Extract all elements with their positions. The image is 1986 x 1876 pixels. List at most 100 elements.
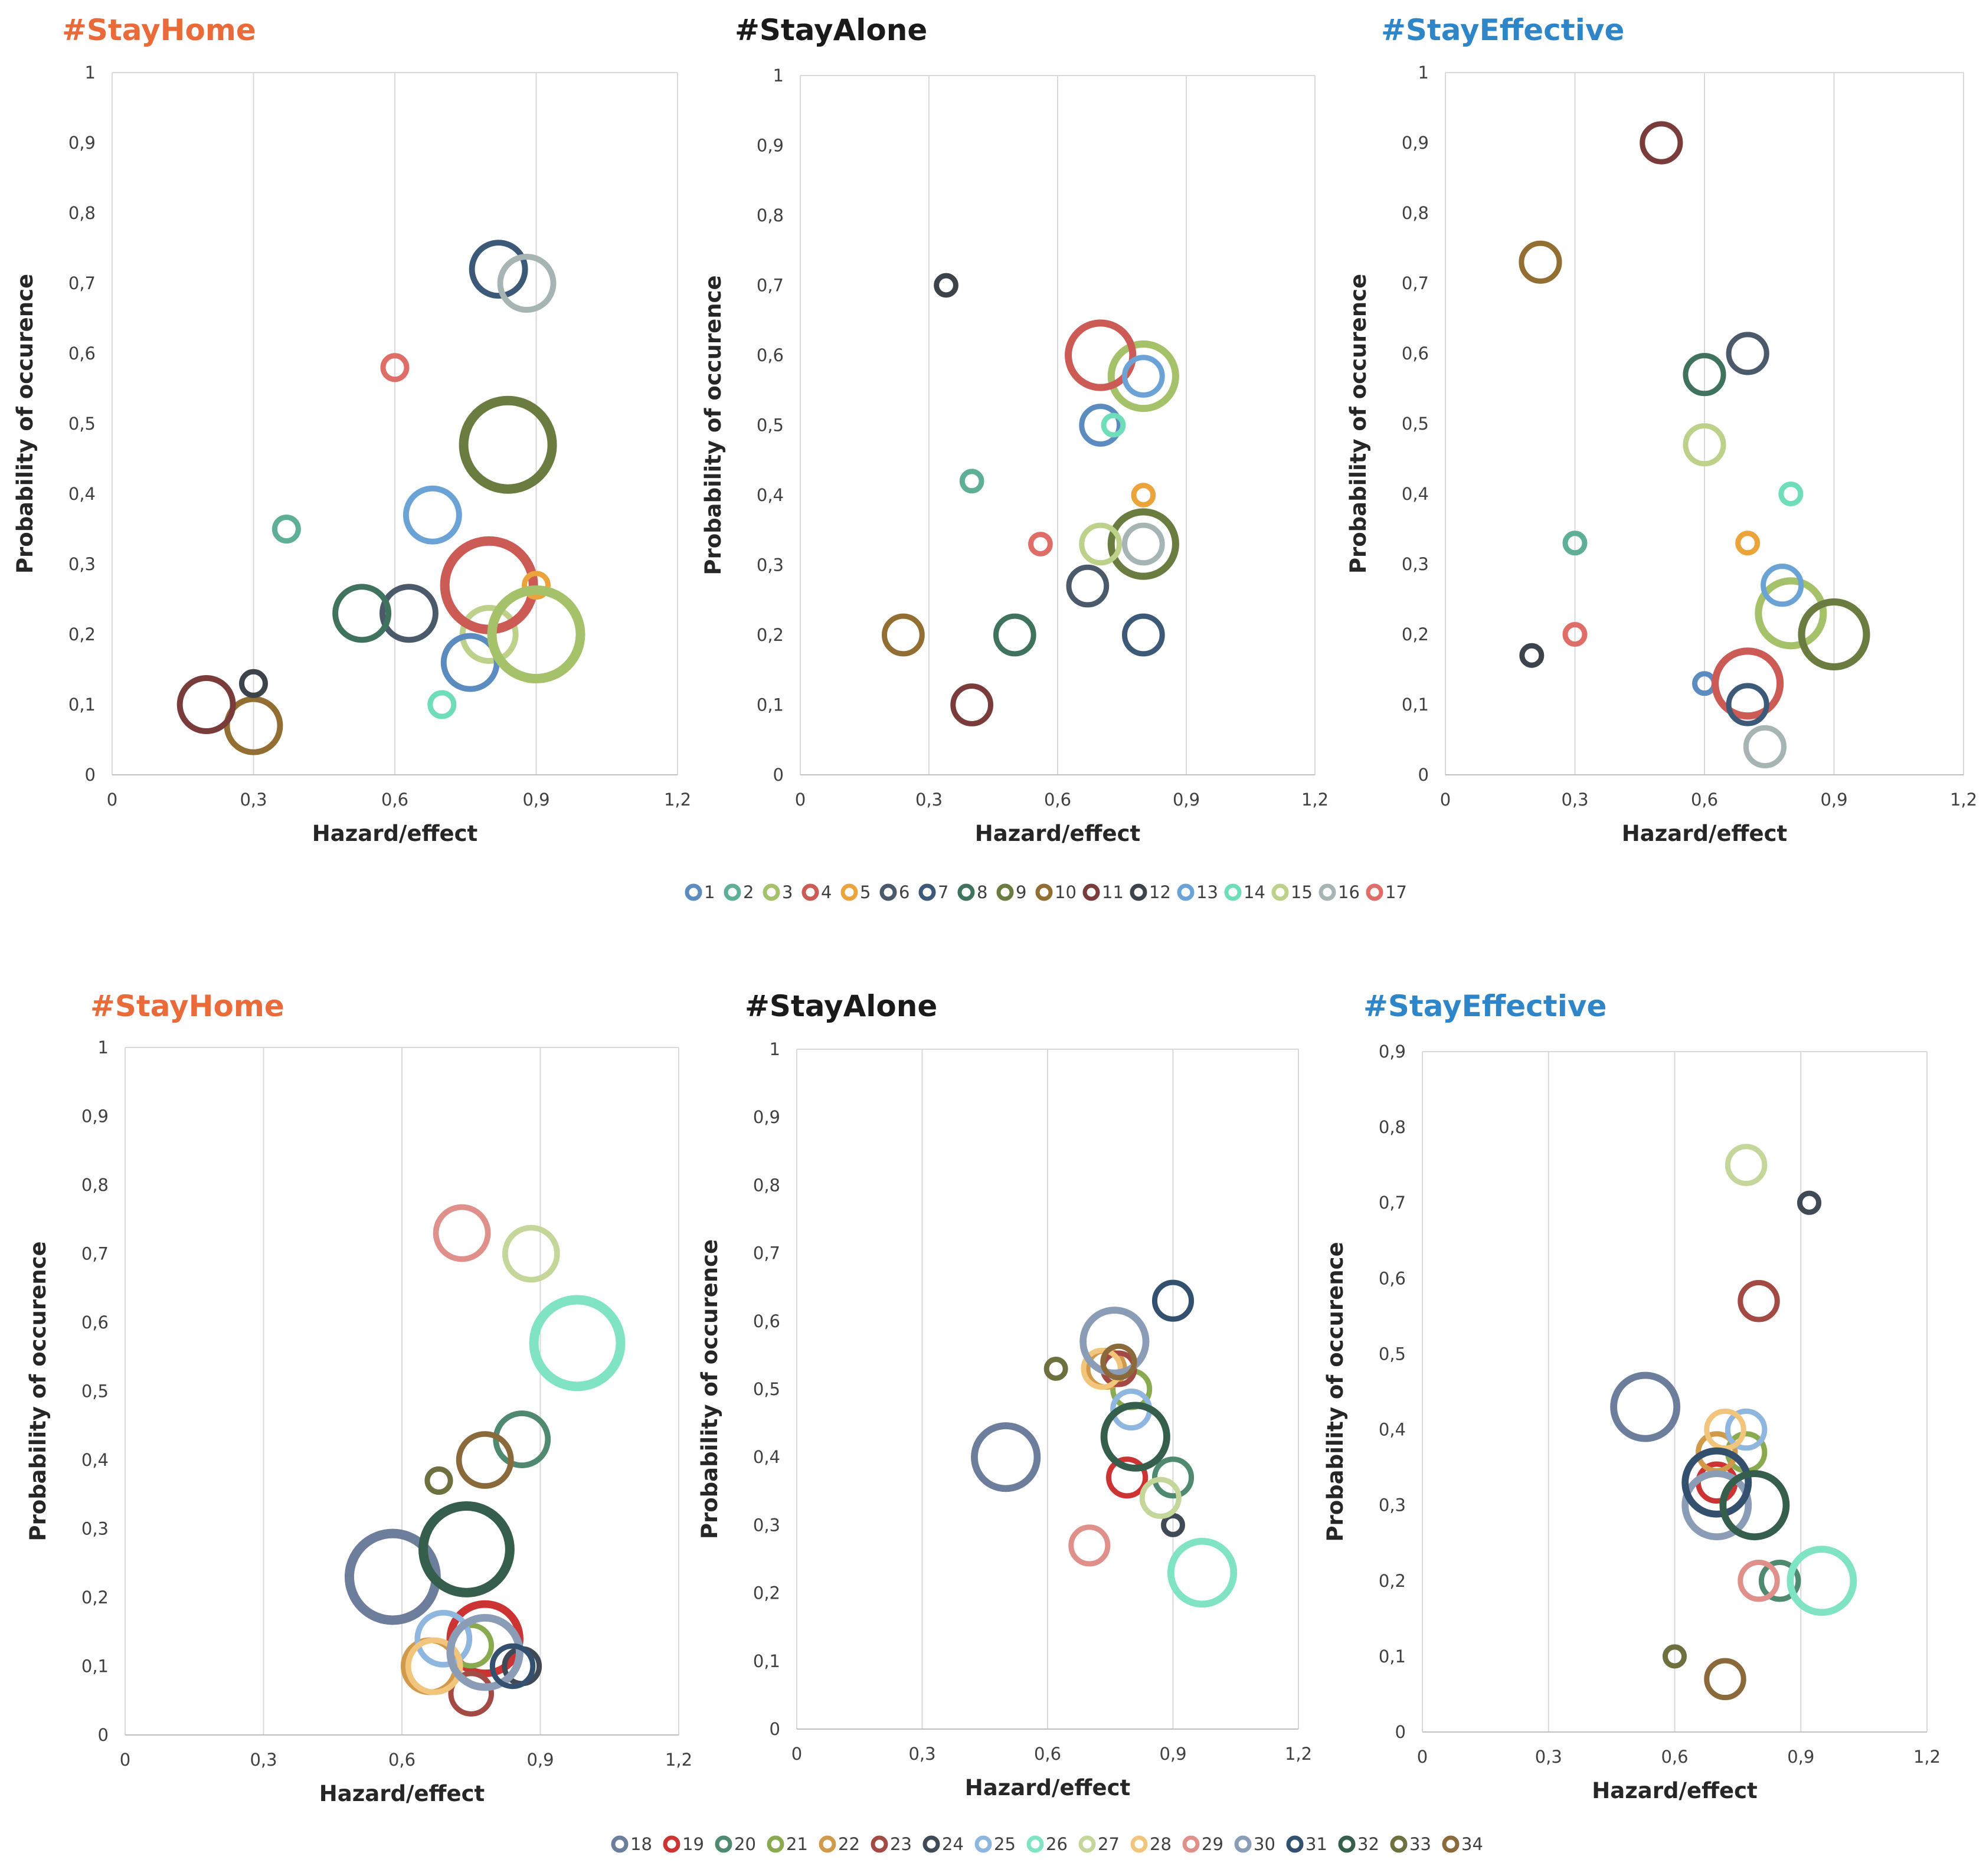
y-tick-label: 0,3 [753, 1515, 780, 1535]
bubble-32 [1100, 1402, 1170, 1472]
legend-marker-23 [871, 1835, 888, 1853]
y-tick-label: 0,3 [81, 1519, 109, 1539]
y-tick-label: 0,1 [81, 1656, 109, 1677]
bubble-26 [1787, 1546, 1857, 1616]
legend-marker-31 [1286, 1835, 1304, 1853]
legend-label-24: 24 [942, 1834, 964, 1854]
chart-1: #StayHome 0 0,3 0,6 0,9 1,2 0 0,1 0,2 0,3 0,4 0,5 0,… [12, 13, 691, 846]
y-tick-label: 0,5 [1402, 414, 1429, 434]
bubble-13 [1121, 355, 1165, 398]
bubble-5 [1131, 483, 1156, 508]
y-tick-label: 0,3 [1402, 554, 1429, 574]
bubble-14 [1778, 482, 1804, 506]
legend-marker-6 [879, 883, 897, 901]
legend-label-25: 25 [994, 1834, 1016, 1854]
legend-marker-11 [1082, 883, 1100, 901]
legend-label-2: 2 [743, 882, 754, 902]
x-tick-label: 0,6 [1691, 790, 1718, 810]
y-tick-label: 0,4 [753, 1447, 780, 1467]
y-axis-label: Probability of occurence [12, 274, 38, 574]
bubble-8 [993, 613, 1036, 657]
x-tick-label: 0 [791, 1744, 802, 1764]
bubble-2 [1562, 531, 1588, 556]
legend-label-30: 30 [1254, 1834, 1275, 1854]
bubble-18 [971, 1422, 1041, 1492]
x-tick-label: 1,2 [1913, 1747, 1941, 1767]
legend-marker-16 [1318, 883, 1336, 901]
bubble-34 [456, 1431, 514, 1489]
legend-marker-24 [922, 1835, 940, 1853]
legend-label-23: 23 [890, 1834, 912, 1854]
y-tick-label: 0,2 [1402, 624, 1429, 644]
y-tick-label: 0,2 [757, 625, 784, 645]
y-tick-label: 1 [85, 63, 96, 83]
y-tick-label: 0,9 [68, 133, 96, 153]
x-tick-label: 1,2 [1301, 790, 1329, 810]
y-axis-label: Probability of occurence [1323, 1242, 1348, 1541]
legend-marker-8 [957, 883, 975, 901]
legend-marker-10 [1035, 883, 1053, 901]
x-tick-label: 0 [795, 790, 806, 810]
legend-label-29: 29 [1202, 1834, 1223, 1854]
x-tick-label: 1,2 [1285, 1744, 1312, 1764]
bubble-30 [1681, 1470, 1752, 1541]
legend-label-27: 27 [1098, 1834, 1120, 1854]
bubble-31 [1681, 1447, 1752, 1518]
legend-marker-34 [1442, 1835, 1460, 1853]
legend-marker-33 [1390, 1835, 1408, 1853]
bubble-12 [1519, 643, 1545, 668]
legend-marker-26 [1026, 1835, 1044, 1853]
y-axis-label: Probability of occurence [701, 275, 726, 575]
bubble-7 [1726, 683, 1769, 726]
bubble-4 [1712, 647, 1784, 720]
legend-label-6: 6 [899, 882, 909, 902]
y-tick-label: 0,2 [81, 1587, 109, 1607]
bubble-32 [1719, 1470, 1790, 1541]
legend-marker-21 [767, 1835, 784, 1853]
x-axis-label: Hazard/effect [965, 1775, 1130, 1800]
bubble-2 [959, 469, 984, 494]
legend-marker-18 [611, 1835, 629, 1853]
x-tick-label: 0,9 [1159, 1744, 1186, 1764]
legend-marker-20 [715, 1835, 732, 1853]
y-tick-label: 0,7 [81, 1244, 109, 1264]
bubble-17 [1562, 622, 1588, 647]
bubble-25 [1725, 1408, 1768, 1451]
chart-title: #StayEffective [1363, 989, 1607, 1023]
legend-marker-32 [1338, 1835, 1356, 1853]
bubble-34 [1704, 1658, 1746, 1701]
y-tick-label: 0,6 [68, 343, 96, 364]
x-tick-label: 0,6 [388, 1750, 415, 1770]
bubble-12 [934, 273, 958, 298]
y-tick-label: 0,1 [753, 1651, 780, 1671]
legend-marker-19 [663, 1835, 680, 1853]
legend-marker-7 [918, 883, 936, 901]
legend-label-8: 8 [977, 882, 987, 902]
legend-marker-13 [1177, 883, 1195, 901]
y-tick-label: 0,5 [753, 1379, 780, 1399]
bubble-25 [414, 1609, 473, 1668]
y-tick-label: 0,9 [757, 136, 784, 156]
legend-label-26: 26 [1046, 1834, 1068, 1854]
x-axis-label: Hazard/effect [1622, 821, 1787, 846]
y-tick-label: 0,9 [1379, 1042, 1406, 1062]
y-tick-label: 0,9 [753, 1107, 780, 1127]
legend-marker-2 [724, 883, 741, 901]
y-tick-label: 1 [98, 1037, 109, 1057]
legend-marker-1 [685, 883, 702, 901]
x-tick-label: 0,3 [908, 1744, 935, 1764]
bubble-19 [1106, 1456, 1149, 1499]
bubble-7 [469, 240, 528, 299]
bubble-15 [1683, 423, 1726, 467]
y-tick-label: 0,8 [81, 1175, 109, 1195]
x-tick-label: 0,9 [1820, 790, 1847, 810]
y-tick-label: 0,2 [753, 1583, 780, 1603]
legend-label-17: 17 [1385, 882, 1407, 902]
bubble-30 [446, 1613, 524, 1691]
y-tick-label: 0,6 [1379, 1268, 1406, 1288]
bubble-11 [950, 683, 994, 726]
legend-label-21: 21 [786, 1834, 808, 1854]
chart-2: #StayAlone 0 0,3 0,6 0,9 1,2 0 0,1 0,2 0,3 0,4 0,5 0… [701, 13, 1329, 846]
x-tick-label: 0,6 [1661, 1747, 1688, 1767]
